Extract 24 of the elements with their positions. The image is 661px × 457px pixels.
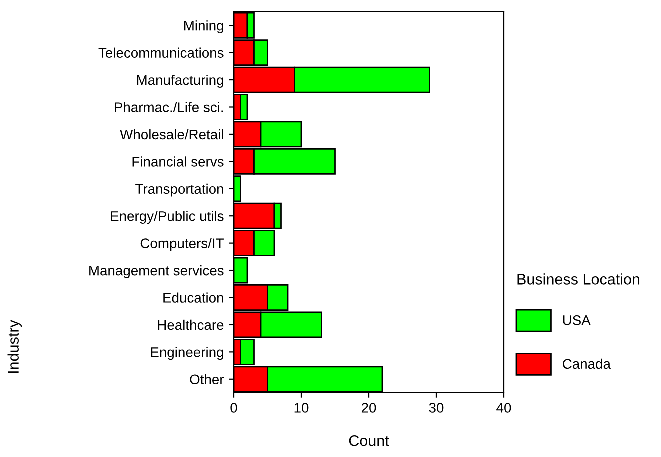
x-axis-title: Count <box>349 436 390 446</box>
y-tick-label: Wholesale/Retail <box>120 129 224 140</box>
y-axis-title: Industry <box>8 320 22 374</box>
y-tick-label: Education <box>164 292 224 303</box>
y-tick-label: Pharmac./Life sci. <box>115 102 224 112</box>
y-tick-label: Telecommunications <box>98 48 224 58</box>
x-tick-label: 40 <box>496 403 512 413</box>
x-tick-label: 0 <box>230 403 238 413</box>
legend-label: USA <box>563 316 591 326</box>
y-tick-label: Financial servs <box>132 156 224 167</box>
legend-title: Business Location <box>518 274 640 285</box>
y-tick-label: Management services <box>90 266 224 278</box>
y-tick-label: Other <box>190 374 224 385</box>
x-tick-label: 30 <box>429 403 444 413</box>
y-tick-label: Energy/Public utils <box>111 211 224 224</box>
y-tick-label: Engineering <box>151 347 224 360</box>
legend-label: Canada <box>563 358 611 370</box>
y-tick-label: Manufacturing <box>137 75 224 88</box>
y-tick-label: Healthcare <box>158 320 224 330</box>
y-tick-label: Transportation <box>136 184 224 197</box>
y-tick-label: Mining <box>184 20 224 34</box>
x-tick-label: 20 <box>362 403 376 413</box>
y-tick-label: Computers/IT <box>140 238 224 252</box>
x-tick-label: 10 <box>294 403 309 413</box>
